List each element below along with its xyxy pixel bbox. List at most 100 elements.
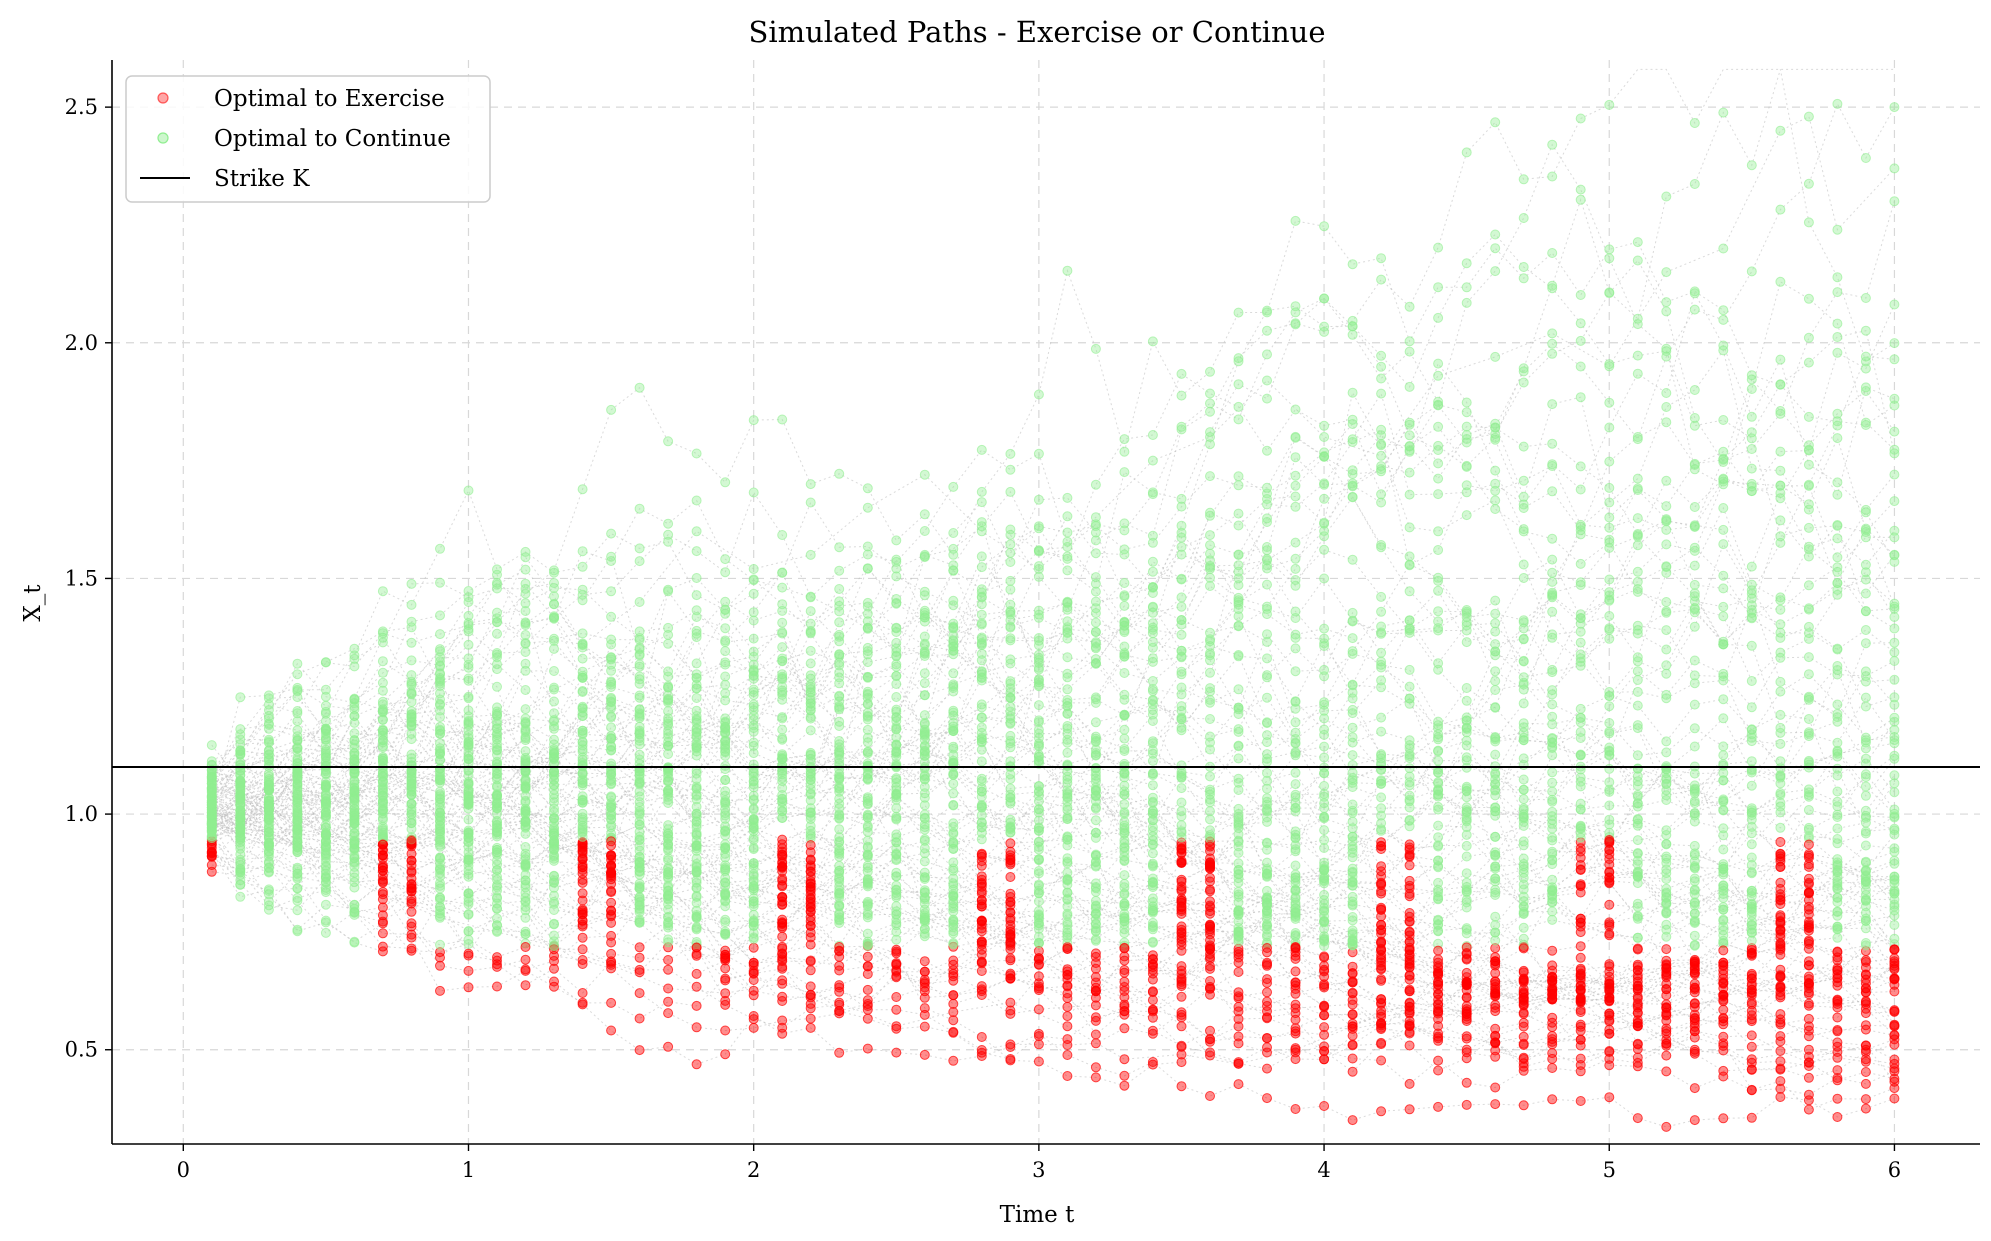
continue-point	[1860, 351, 1871, 362]
continue-point	[1689, 118, 1700, 128]
continue-point	[948, 668, 959, 679]
continue-point	[1290, 734, 1301, 744]
continue-point	[1775, 756, 1786, 767]
continue-point	[1689, 502, 1700, 512]
exercise-point	[1319, 964, 1330, 975]
continue-point	[1461, 806, 1472, 817]
continue-point	[1262, 517, 1272, 527]
continue-point	[1404, 522, 1415, 533]
continue-point	[463, 618, 474, 628]
exercise-point	[435, 985, 445, 996]
exercise-point	[1832, 1052, 1843, 1063]
continue-point	[805, 713, 816, 724]
continue-point	[1404, 430, 1415, 441]
continue-point	[862, 646, 873, 657]
continue-point	[1319, 825, 1330, 836]
exercise-point	[1661, 944, 1672, 955]
continue-point	[1347, 847, 1358, 858]
continue-point	[1262, 749, 1272, 760]
exercise-point	[1832, 1041, 1843, 1052]
continue-point	[1661, 736, 1672, 747]
continue-point	[976, 834, 987, 845]
continue-point	[1319, 741, 1330, 752]
exercise-point	[1404, 1020, 1415, 1031]
continue-point	[1376, 606, 1387, 617]
continue-point	[349, 882, 360, 893]
continue-point	[1575, 194, 1586, 205]
exercise-point	[1319, 1046, 1330, 1057]
continue-point	[520, 552, 531, 563]
continue-point	[1490, 646, 1501, 657]
continue-point	[1404, 664, 1415, 675]
continue-point	[1889, 299, 1900, 310]
continue-point	[748, 896, 759, 907]
continue-point	[891, 554, 902, 565]
exercise-point	[691, 1000, 702, 1011]
continue-point	[606, 556, 617, 566]
continue-point	[1746, 481, 1757, 492]
simulated-path-line	[211, 582, 1895, 918]
exercise-point	[634, 988, 645, 999]
continue-point	[1803, 669, 1814, 680]
continue-point	[805, 592, 816, 603]
exercise-point	[1347, 1009, 1358, 1020]
continue-point	[1205, 540, 1215, 551]
continue-point	[948, 481, 959, 492]
continue-point	[1518, 872, 1529, 883]
continue-point	[1889, 338, 1900, 349]
continue-point	[492, 628, 502, 639]
continue-point	[1860, 363, 1871, 374]
continue-point	[1547, 733, 1558, 744]
continue-point	[1319, 493, 1330, 504]
continue-point	[1860, 938, 1871, 948]
continue-point	[463, 779, 474, 790]
continue-point	[406, 637, 417, 648]
exercise-point	[1775, 1056, 1786, 1067]
exercise-point	[862, 984, 873, 995]
exercise-point	[1433, 1028, 1444, 1039]
continue-point	[1803, 459, 1814, 470]
continue-point	[1604, 522, 1615, 533]
exercise-point	[1347, 1053, 1358, 1064]
continue-point	[1803, 580, 1814, 591]
continue-point	[1461, 637, 1472, 648]
continue-point	[463, 926, 474, 937]
simulated-path-line	[211, 794, 1895, 1083]
continue-point	[1433, 526, 1444, 537]
continue-point	[1490, 911, 1501, 922]
continue-point	[862, 908, 873, 919]
continue-point	[1205, 830, 1215, 840]
continue-point	[1062, 747, 1073, 758]
continue-point	[1575, 484, 1586, 495]
continue-point	[1718, 601, 1729, 612]
continue-point	[834, 542, 845, 553]
continue-point	[634, 826, 645, 837]
continue-point	[1604, 288, 1615, 299]
continue-point	[1632, 319, 1643, 330]
simulated-path-line	[211, 143, 1895, 839]
simulated-path-line	[211, 297, 1895, 847]
continue-point	[1119, 733, 1130, 744]
chart-title: Simulated Paths - Exercise or Continue	[748, 15, 1325, 49]
exercise-point	[1090, 1038, 1101, 1049]
continue-point	[1832, 786, 1843, 797]
continue-point	[748, 633, 759, 644]
simulated-path-line	[211, 373, 1895, 837]
continue-point	[777, 724, 788, 735]
continue-point	[520, 783, 531, 794]
continue-point	[1803, 357, 1814, 368]
exercise-point	[1661, 1050, 1672, 1061]
continue-point	[1775, 822, 1786, 833]
continue-point	[1233, 401, 1244, 412]
continue-point	[1147, 430, 1158, 440]
continue-point	[1290, 404, 1301, 415]
continue-point	[1518, 840, 1529, 851]
continue-point	[976, 773, 987, 784]
continue-point	[948, 710, 959, 721]
continue-point	[691, 683, 702, 694]
continue-point	[1490, 608, 1501, 619]
exercise-point	[1290, 966, 1301, 977]
continue-point	[1347, 554, 1358, 565]
continue-point	[1290, 537, 1301, 548]
